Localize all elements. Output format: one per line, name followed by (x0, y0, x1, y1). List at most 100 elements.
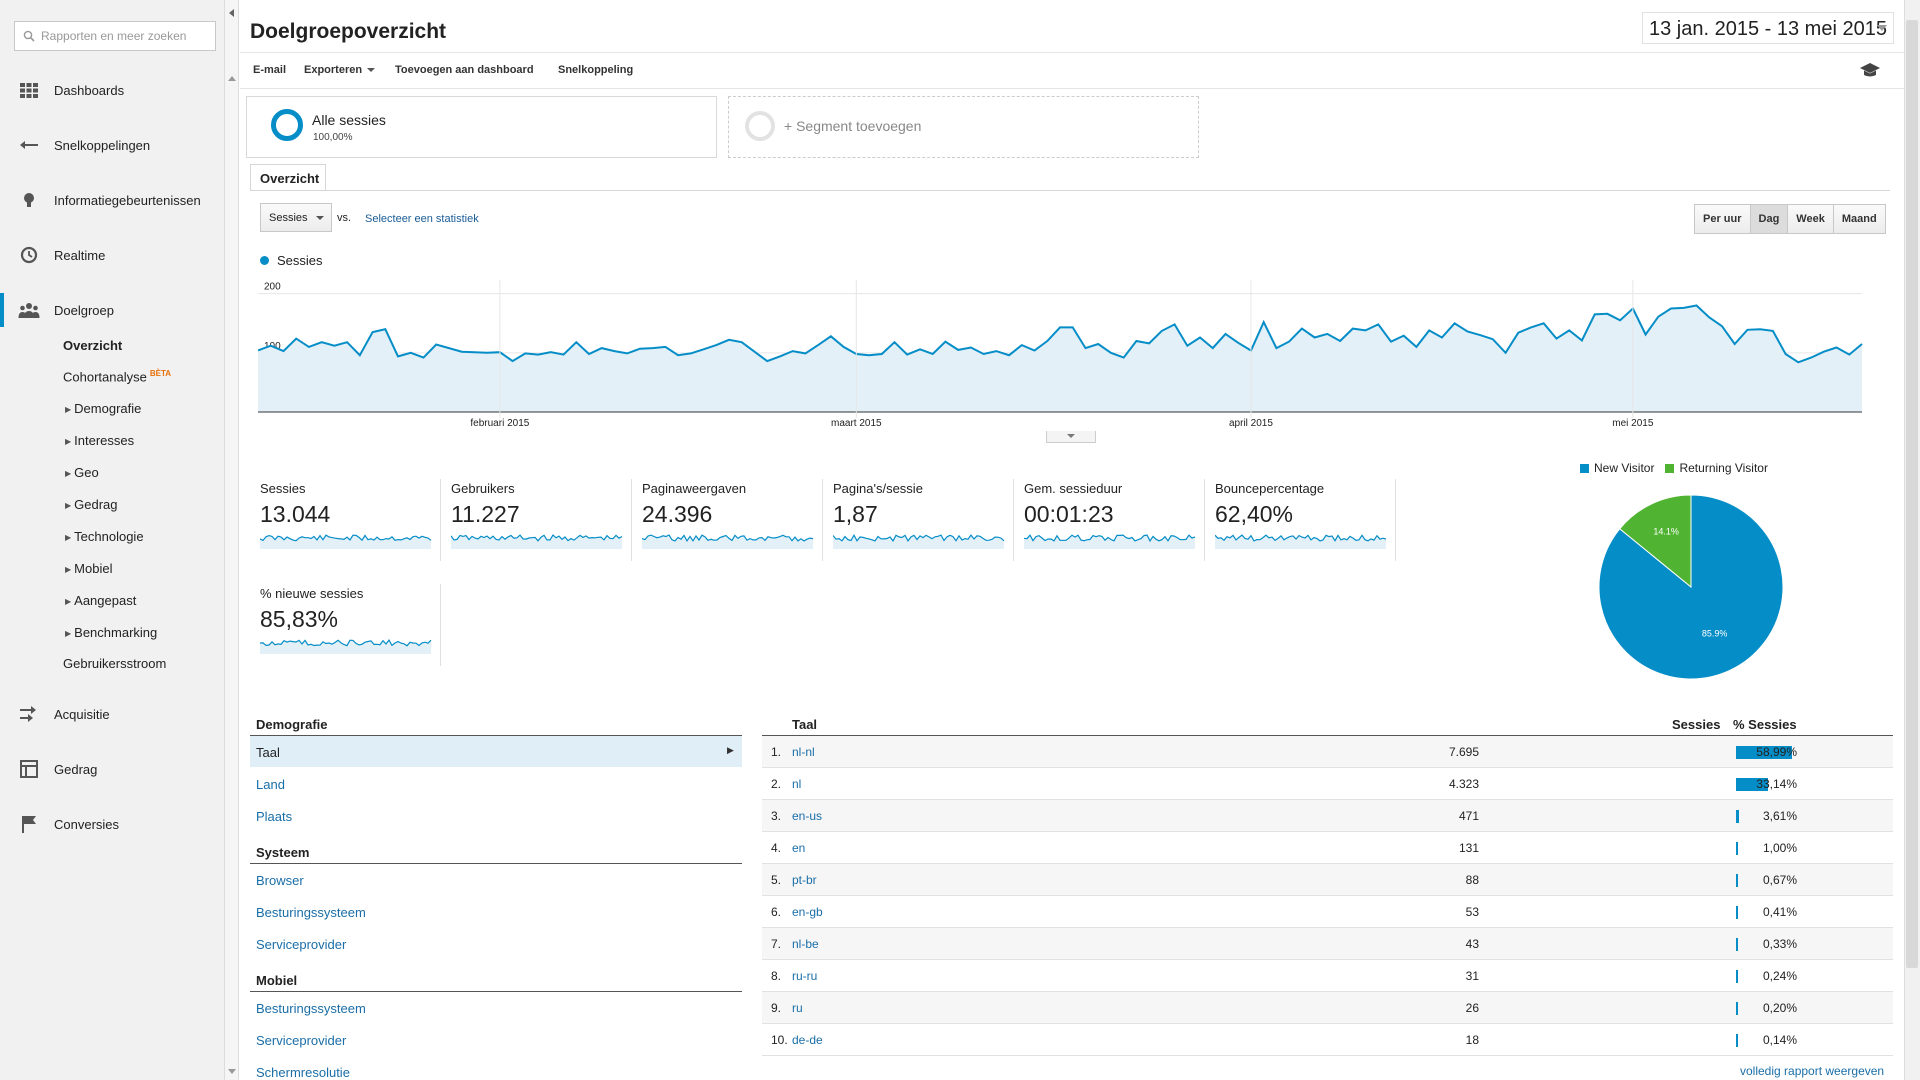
scorecard[interactable]: Sessies 13.044 (260, 481, 440, 565)
sidebar-sub-geo[interactable]: ▶ Geo (65, 465, 99, 480)
sidebar-sub-users-flow[interactable]: Gebruikersstroom (63, 656, 166, 671)
language-link[interactable]: nl (792, 777, 802, 791)
granularity-hour-button[interactable]: Per uur (1695, 205, 1750, 233)
scorecard[interactable]: % nieuwe sessies 85,83% (260, 586, 440, 670)
active-indicator (0, 293, 4, 327)
dimension-item-service-provider[interactable]: Serviceprovider (256, 937, 347, 952)
sidebar-item-behavior[interactable]: Gedrag (0, 749, 225, 789)
collapse-left-icon[interactable] (228, 9, 236, 17)
language-link[interactable]: en (792, 841, 806, 855)
dimension-item-mobile-service-provider[interactable]: Serviceprovider (256, 1033, 347, 1048)
email-button[interactable]: E-mail (253, 64, 287, 76)
share-bar (1736, 1002, 1738, 1015)
language-link[interactable]: pt-br (792, 873, 817, 887)
dimension-item-language[interactable]: Taal (256, 745, 280, 760)
divider (250, 991, 742, 992)
dimension-item-browser[interactable]: Browser (256, 873, 304, 888)
export-button[interactable]: Exporteren (304, 64, 376, 76)
scrollbar-thumb[interactable] (1906, 20, 1918, 968)
sidebar-item-intelligence[interactable]: Informatiegebeurtenissen (0, 180, 225, 220)
sparkline (1215, 534, 1387, 549)
language-link[interactable]: nl-nl (792, 745, 815, 759)
pct-sessions-value: 0,24% (1762, 969, 1797, 983)
sidebar-sub-demographics[interactable]: ▶ Demografie (65, 401, 141, 416)
pct-sessions-value: 0,67% (1762, 873, 1797, 887)
dimension-item-mobile-os[interactable]: Besturingssysteem (256, 1001, 366, 1016)
chart-legend: Sessies (260, 253, 323, 268)
sub-item-label: Gebruikersstroom (63, 656, 167, 671)
scroll-up-icon[interactable] (228, 75, 236, 81)
table-row: 10. de-de 18 0,14% (762, 1024, 1893, 1056)
language-link[interactable]: ru (792, 1001, 803, 1015)
full-report-link[interactable]: volledig rapport weergeven (1740, 1064, 1885, 1078)
sidebar-sub-mobile[interactable]: ▶ Mobiel (65, 561, 112, 576)
scorecard[interactable]: Gem. sessieduur 00:01:23 (1024, 481, 1204, 565)
row-index: 3. (771, 809, 782, 823)
scorecard[interactable]: Bouncepercentage 62,40% (1215, 481, 1395, 565)
sidebar-sub-behavior[interactable]: ▶ Gedrag (65, 497, 118, 512)
language-link[interactable]: en-gb (792, 905, 823, 919)
select-statistic-link[interactable]: Selecteer een statistiek (365, 213, 479, 225)
sessions-value: 88 (1465, 873, 1479, 887)
sessions-value: 53 (1465, 905, 1479, 919)
sidebar-item-conversions[interactable]: Conversies (0, 804, 225, 844)
scroll-down-icon[interactable] (228, 1069, 236, 1075)
scorecard-label: Gem. sessieduur (1024, 481, 1123, 496)
granularity-week-button[interactable]: Week (1787, 205, 1833, 233)
scorecard-label: Paginaweergaven (642, 481, 747, 496)
sidebar-item-audience[interactable]: Doelgroep (0, 290, 225, 330)
metric-select[interactable]: Sessies (260, 203, 332, 232)
language-link[interactable]: nl-be (792, 937, 819, 951)
language-link[interactable]: en-us (792, 809, 823, 823)
language-link[interactable]: ru-ru (792, 969, 818, 983)
dimension-item-screen-resolution[interactable]: Schermresolutie (256, 1065, 350, 1080)
column-header-sessions[interactable]: Sessies (1672, 717, 1721, 732)
date-range-picker[interactable]: 13 jan. 2015 - 13 mei 2015 (1642, 12, 1894, 44)
dimension-item-country[interactable]: Land (256, 777, 285, 792)
sidebar-sub-benchmarking[interactable]: ▶ Benchmarking (65, 625, 157, 640)
table-row: 1. nl-nl 7.695 58,99% (762, 736, 1893, 768)
scorecard[interactable]: Paginaweergaven 24.396 (642, 481, 822, 565)
dimension-item-city[interactable]: Plaats (256, 809, 293, 824)
language-link[interactable]: de-de (792, 1033, 823, 1047)
visitor-type-pie-chart[interactable]: 85.9% 14.1% (1598, 494, 1784, 680)
add-segment-button[interactable]: + Segment toevoegen (728, 96, 1199, 158)
expand-triangle-icon: ▶ (65, 501, 72, 510)
table-row: 8. ru-ru 31 0,24% (762, 960, 1893, 992)
sidebar-item-realtime[interactable]: Realtime (0, 235, 225, 275)
tab-overview[interactable]: Overzicht (250, 164, 326, 191)
sidebar-sub-cohort[interactable]: Cohortanalyse BÈTA (63, 369, 171, 384)
scorecard-value: 85,83% (260, 606, 339, 632)
sidebar-item-acquisition[interactable]: Acquisitie (0, 694, 225, 734)
table-row: 2. nl 4.323 33,14% (762, 768, 1893, 800)
sidebar-item-dashboards[interactable]: Dashboards (0, 70, 225, 110)
sub-item-label: Interesses (74, 433, 135, 448)
sidebar-sub-interests[interactable]: ▶ Interesses (65, 433, 134, 448)
sidebar-scrollbar[interactable] (225, 0, 239, 1080)
graduation-cap-icon[interactable] (1860, 62, 1880, 78)
sidebar-sub-custom[interactable]: ▶ Aangepast (65, 593, 136, 608)
expand-triangle-icon: ▶ (65, 405, 72, 414)
sidebar-sub-technology[interactable]: ▶ Technologie (65, 529, 144, 544)
chart-collapse-toggle[interactable] (1046, 431, 1096, 443)
sparkline (451, 534, 623, 549)
scorecard[interactable]: Gebruikers 11.227 (451, 481, 631, 565)
sparkline (260, 639, 432, 654)
shortcut-button[interactable]: Snelkoppeling (558, 64, 634, 76)
sidebar-item-label: Informatiegebeurtenissen (54, 192, 201, 208)
granularity-day-button[interactable]: Dag (1749, 205, 1788, 233)
search-input[interactable]: Rapporten en meer zoeken (14, 21, 216, 51)
sidebar-sub-overview[interactable]: Overzicht (63, 338, 122, 353)
sparkline-area (260, 535, 431, 549)
add-to-dashboard-button[interactable]: Toevoegen aan dashboard (395, 64, 534, 76)
row-index: 2. (771, 777, 782, 791)
column-header-pct-sessions[interactable]: % Sessies (1733, 717, 1797, 732)
granularity-month-button[interactable]: Maand (1832, 205, 1885, 233)
segment-all-sessions[interactable]: Alle sessies 100,00% (246, 96, 717, 158)
pie-legend: New Visitor Returning Visitor (1580, 461, 1779, 475)
dimension-selected-row[interactable] (250, 736, 742, 767)
dimension-item-os[interactable]: Besturingssysteem (256, 905, 366, 920)
sidebar-item-shortcuts[interactable]: Snelkoppelingen (0, 125, 225, 165)
scorecard[interactable]: Pagina's/sessie 1,87 (833, 481, 1013, 565)
